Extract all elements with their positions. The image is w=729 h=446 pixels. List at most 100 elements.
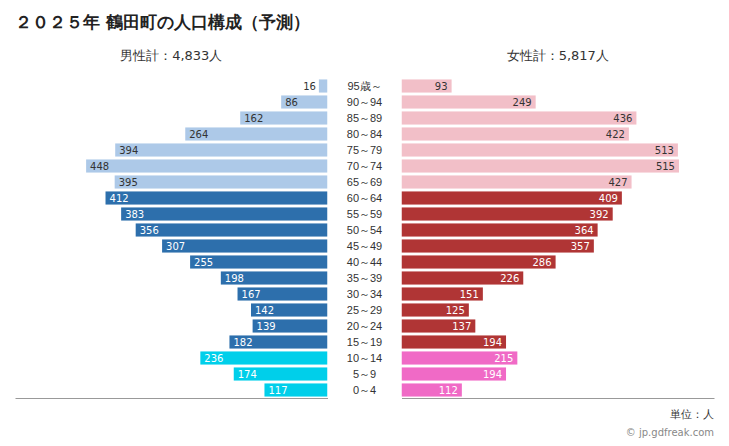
- bar: [115, 143, 327, 156]
- data-label: 182: [233, 337, 252, 348]
- data-label: 513: [655, 145, 674, 156]
- data-label: 422: [606, 129, 625, 140]
- tick: 90～94: [347, 96, 382, 108]
- tick-label: 10～14: [347, 352, 382, 364]
- tick-label: 15～19: [347, 336, 382, 348]
- tick: 85～89: [347, 112, 382, 124]
- tick-label: 95歳～: [347, 80, 381, 92]
- tick: 25～29: [347, 304, 382, 316]
- bar: [402, 175, 632, 188]
- bar: [402, 351, 518, 364]
- bar: [240, 111, 327, 124]
- tick-label: 70～74: [347, 160, 382, 172]
- data-label: 236: [204, 353, 223, 364]
- tick: 15～19: [347, 336, 382, 348]
- tick-label: 60～64: [347, 192, 382, 204]
- bar: [402, 223, 598, 236]
- bar: [402, 111, 637, 124]
- bar: [402, 159, 679, 172]
- chart: ２０２５年 鶴田町の人口構成（予測） 男性計：4,833人 117 174 236 182…: [0, 0, 729, 446]
- bar: [264, 383, 327, 396]
- bars: [402, 79, 679, 396]
- data-label: 286: [533, 257, 552, 268]
- data-label: 409: [599, 193, 618, 204]
- tick-label: 40～44: [347, 256, 382, 268]
- data-label: 436: [613, 113, 632, 124]
- bar: [402, 207, 613, 220]
- data-label: 249: [513, 97, 532, 108]
- data-label: 392: [590, 209, 609, 220]
- tick-label: 5～9: [353, 368, 376, 380]
- bar: [253, 319, 328, 332]
- data-label: 394: [119, 145, 138, 156]
- bar: [106, 191, 328, 204]
- bar: [402, 191, 622, 204]
- data-label: 383: [125, 209, 144, 220]
- data-label: 125: [446, 305, 465, 316]
- tick: 30～34: [347, 288, 382, 300]
- series-heading: 男性計：4,833人: [120, 48, 222, 63]
- tick: 45～49: [347, 240, 382, 252]
- tick-label: 20～24: [347, 320, 382, 332]
- tick-label: 30～34: [347, 288, 382, 300]
- data-label: 112: [439, 385, 458, 396]
- data-label: 194: [483, 369, 502, 380]
- tick-label: 90～94: [347, 96, 382, 108]
- annotation: © jp.gdfreak.com: [626, 427, 714, 438]
- data-label: 139: [257, 321, 276, 332]
- tick: 70～74: [347, 160, 382, 172]
- tick-label: 25～29: [347, 304, 382, 316]
- y-axis: 0～45～910～1415～1920～2425～2930～3435～3940～4…: [347, 80, 382, 396]
- bar: [281, 95, 327, 108]
- axis-line: [402, 398, 715, 399]
- data-label: 142: [255, 305, 274, 316]
- data-label: 137: [452, 321, 471, 332]
- tick-label: 50～54: [347, 224, 382, 236]
- tick-label: 55～59: [347, 208, 382, 220]
- bar: [234, 367, 328, 380]
- tick: 50～54: [347, 224, 382, 236]
- bar: [402, 79, 452, 92]
- data-label: 162: [244, 113, 263, 124]
- data-label: 515: [656, 161, 675, 172]
- data-label: 427: [608, 177, 627, 188]
- title: ２０２５年 鶴田町の人口構成（予測）: [15, 12, 310, 32]
- tick: 60～64: [347, 192, 382, 204]
- tick-label: 65～69: [347, 176, 382, 188]
- bar: [190, 255, 327, 268]
- data-label: 117: [268, 385, 287, 396]
- bar: [200, 351, 327, 364]
- bar: [136, 223, 328, 236]
- data-label: 198: [225, 273, 244, 284]
- tick: 20～24: [347, 320, 382, 332]
- bar: [402, 287, 483, 300]
- x-axis: [402, 398, 715, 399]
- data-label: 16: [303, 81, 316, 92]
- bar: [402, 239, 594, 252]
- data-label: 412: [110, 193, 129, 204]
- bar: [402, 255, 556, 268]
- annotation: 単位：人: [670, 408, 714, 421]
- bar: [402, 319, 476, 332]
- data-labels: 1171742361821391421671982553073563834123…: [90, 81, 316, 396]
- data-label: 255: [194, 257, 213, 268]
- bar: [185, 127, 327, 140]
- tick: 10～14: [347, 352, 382, 364]
- bar: [402, 303, 469, 316]
- tick-label: 85～89: [347, 112, 382, 124]
- bar: [402, 367, 507, 380]
- data-label: 93: [435, 81, 448, 92]
- bar: [115, 175, 328, 188]
- data-label: 167: [242, 289, 261, 300]
- data-label: 264: [189, 129, 208, 140]
- tick: 65～69: [347, 176, 382, 188]
- axis-line: [16, 398, 329, 399]
- data-label: 356: [140, 225, 159, 236]
- tick-label: 75～79: [347, 144, 382, 156]
- bar: [238, 287, 328, 300]
- data-label: 226: [500, 273, 519, 284]
- bar: [319, 79, 328, 92]
- data-label: 174: [238, 369, 257, 380]
- tick: 0～4: [353, 384, 376, 396]
- tick-label: 45～49: [347, 240, 382, 252]
